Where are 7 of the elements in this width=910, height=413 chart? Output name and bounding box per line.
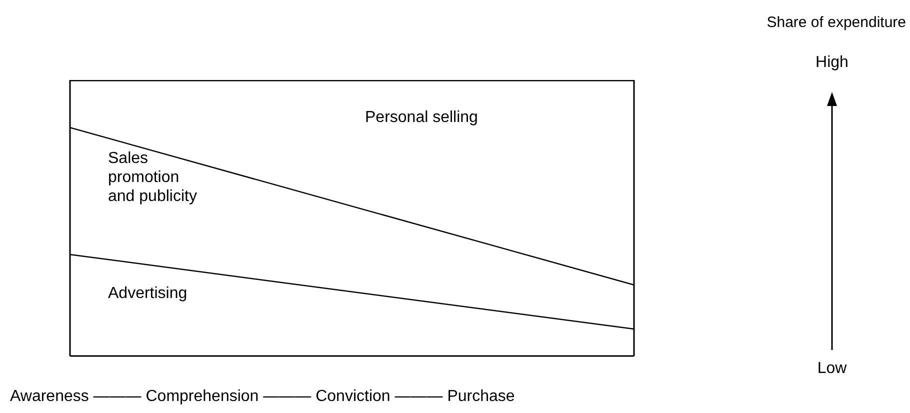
text: Low — [816, 360, 848, 378]
text: Share of expenditure — [766, 14, 906, 31]
text: High — [814, 54, 850, 72]
series-label: Personal selling — [365, 108, 479, 127]
text: Awareness ——— Comprehension ——— Conviction ——— Purchase — [10, 388, 515, 406]
series-label: Sales promotion and publicity — [108, 149, 198, 206]
series-label: Advertising — [108, 284, 188, 304]
